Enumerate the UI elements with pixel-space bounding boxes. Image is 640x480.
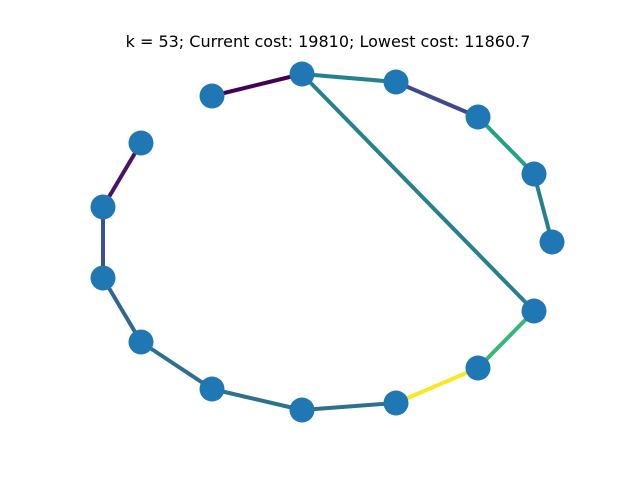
edge-1-2: [301, 72, 397, 84]
edge-10-9: [211, 387, 303, 412]
node-5: [539, 229, 565, 255]
node-2: [383, 69, 409, 95]
edge-12-11: [395, 366, 479, 405]
node-11: [383, 390, 409, 416]
node-10: [289, 397, 315, 423]
node-9: [199, 376, 225, 402]
node-7: [90, 265, 116, 291]
node-14: [128, 130, 154, 156]
edge-1-13: [300, 72, 536, 313]
edge-9-8: [139, 340, 214, 391]
nodes-layer: [90, 61, 565, 423]
edge-11-10: [301, 401, 397, 412]
edge-0-1: [211, 72, 303, 98]
node-1: [289, 61, 315, 87]
edge-2-3: [395, 80, 479, 119]
node-13: [521, 298, 547, 324]
node-6: [90, 194, 116, 220]
node-0: [199, 83, 225, 109]
node-3: [465, 104, 491, 130]
node-4: [521, 161, 547, 187]
node-8: [128, 329, 154, 355]
edge-13-12: [476, 309, 536, 370]
chart-title: k = 53; Current cost: 19810; Lowest cost…: [125, 32, 531, 51]
edge-3-4: [476, 115, 536, 176]
node-12: [465, 355, 491, 381]
